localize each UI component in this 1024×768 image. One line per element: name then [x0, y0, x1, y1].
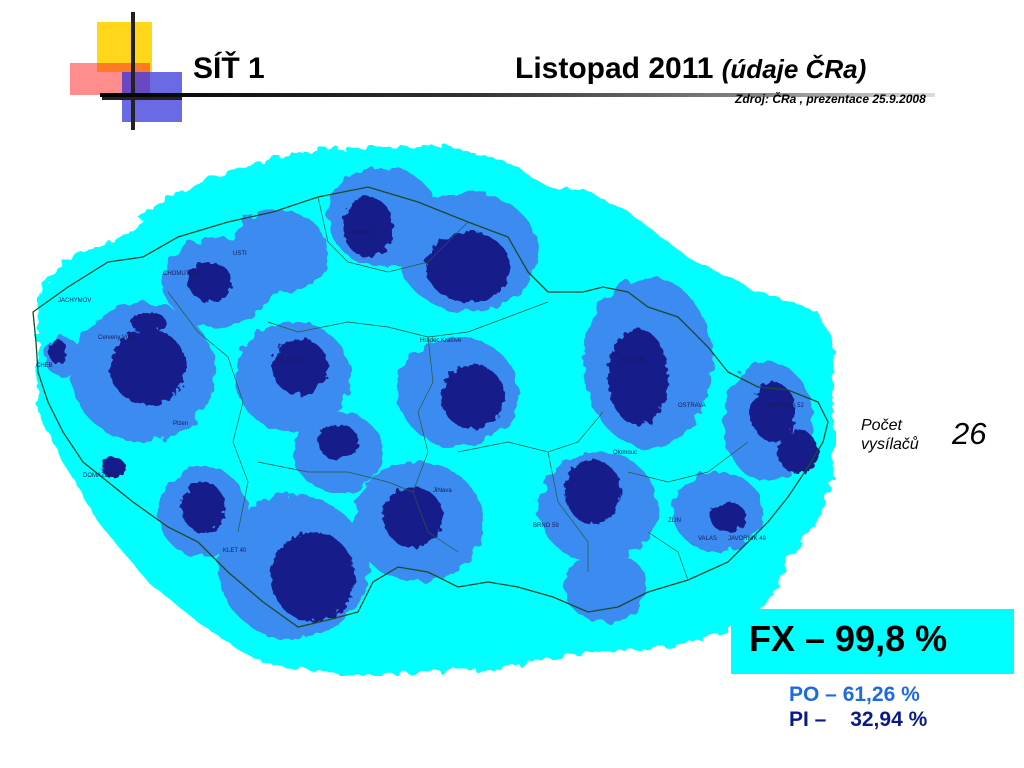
city-label: LIBEREC: [348, 230, 374, 236]
city-label: DOMAZLICE: [83, 473, 118, 479]
city-label: KLET 40: [223, 548, 247, 554]
country-border: [32, 186, 829, 628]
coverage-strong: [101, 457, 125, 477]
coverage-medium: [228, 210, 328, 294]
transmitter-count-value: 26: [952, 416, 987, 451]
transmitter-label-line1: Počet: [861, 417, 902, 434]
city-label: OSTRAVA: [678, 403, 706, 409]
city-label: JACHYMOV: [58, 298, 91, 304]
region-border: [647, 531, 689, 581]
city-label: PLZEN 41: [278, 358, 306, 364]
region-border: [547, 451, 589, 572]
city-label: VALAS: [698, 536, 717, 542]
source-note: Zdroj: ČRa , prezentace 25.9.2008: [735, 92, 926, 106]
city-label: BRNO 59: [533, 523, 559, 529]
coverage-strong: [130, 312, 166, 332]
region-border: [317, 196, 469, 273]
coverage-strong: [271, 532, 355, 622]
coverage-map: JACHYMOV Cerveny Vrch CHEB PLZEN 41 Plze…: [32, 147, 834, 676]
coverage-strong: [383, 487, 443, 547]
city-label: Hradec Kralove: [420, 338, 462, 344]
city-label: Plzen: [173, 421, 188, 427]
city-label: Olomouc: [613, 450, 637, 456]
po-coverage: PO – 61,26 %: [789, 683, 920, 707]
coverage-strong: [608, 329, 668, 425]
pi-value: 32,94 %: [850, 708, 928, 731]
fx-coverage-box: FX – 99,8 %: [731, 609, 1014, 674]
header-divider: [100, 93, 935, 97]
city-label: CHEB: [36, 363, 53, 369]
date-title: Listopad 2011 (údaje ČRa): [515, 52, 866, 86]
coverage-strong: [710, 502, 746, 532]
city-label: JESENIK: [620, 358, 645, 364]
city-label: ZLIN: [668, 518, 681, 524]
coverage-strong: [181, 482, 225, 532]
coverage-strong: [778, 430, 818, 474]
coverage-strong: [272, 339, 328, 395]
data-source-text: (údaje ČRa): [721, 54, 867, 84]
transmitter-label-line2: vysílačů: [861, 436, 919, 453]
region-border: [627, 441, 749, 483]
date-text: Listopad 2011: [515, 52, 714, 85]
city-label: JAVORNIK 49: [728, 536, 767, 542]
corner-logo-graphic: [70, 12, 182, 130]
city-label: Jihlava: [433, 488, 452, 494]
city-label: USTI: [233, 251, 247, 257]
network-title: SÍŤ 1: [193, 52, 265, 85]
region-border: [167, 291, 249, 533]
region-border: [267, 321, 429, 338]
pi-coverage: PI – 32,94 %: [789, 708, 927, 732]
city-label: CHOMUTOV: [163, 271, 198, 277]
coverage-strong: [110, 329, 186, 405]
coverage-strong: [426, 232, 510, 302]
coverage-strong: [188, 262, 232, 302]
coverage-strong: [49, 340, 67, 364]
coverage-strong: [441, 365, 505, 429]
region-border: [427, 301, 549, 338]
city-label: Cerveny Vrch: [98, 335, 134, 341]
po-value: 61,26 %: [842, 683, 920, 706]
po-label: PO –: [789, 683, 843, 706]
transmitter-count-label: Počet vysílačů: [861, 416, 919, 454]
fx-coverage-text: FX – 99,8 %: [749, 618, 948, 659]
pi-label: PI –: [789, 708, 833, 731]
coverage-strong: [751, 382, 795, 442]
region-border: [257, 461, 414, 493]
coverage-medium: [564, 552, 648, 622]
coverage-strong: [343, 197, 393, 257]
city-label: OSTRAVA 52: [768, 403, 804, 409]
region-border: [412, 336, 459, 553]
coverage-strong: [318, 424, 358, 460]
coverage-strong: [565, 460, 621, 524]
